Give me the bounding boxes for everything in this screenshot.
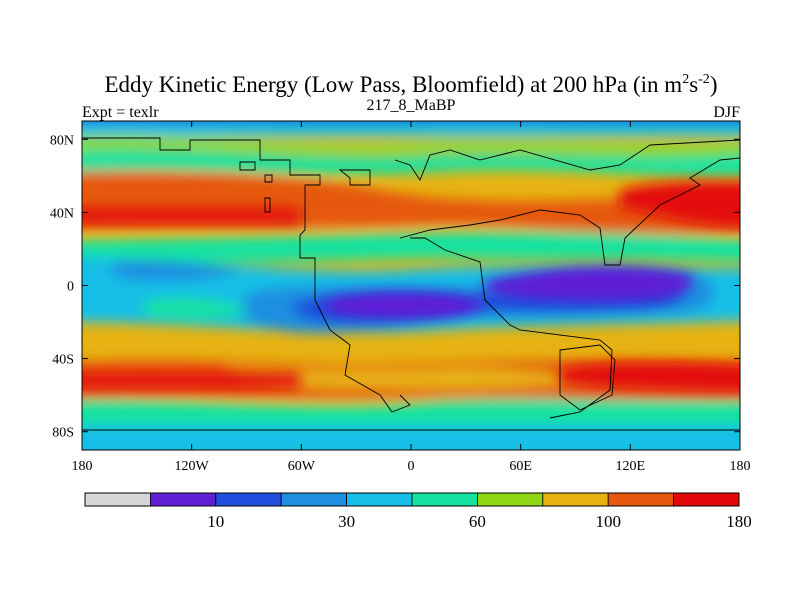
colorbar-label: 180	[726, 512, 752, 531]
antarctic-cyan-band	[82, 420, 740, 450]
tropical-violet-core-west	[321, 292, 482, 319]
colorbar-swatch	[84, 492, 151, 507]
x-tick-label: 0	[408, 459, 415, 474]
north-east-red-core	[620, 180, 740, 228]
x-tick-label: 60E	[509, 459, 532, 474]
x-tick-label: 180	[730, 459, 751, 474]
subtitle-right: DJF	[713, 104, 740, 121]
contour-field	[82, 121, 740, 450]
colorbar-label: 60	[469, 512, 486, 531]
title-sup-2: -2	[698, 72, 710, 87]
southern-storm-track-band	[82, 373, 300, 388]
title-mid: s	[689, 72, 698, 97]
x-tick-label: 120W	[175, 459, 210, 474]
title-sup-1: 2	[682, 72, 689, 87]
colorbar-swatch	[280, 492, 348, 507]
colorbar-swatch	[149, 492, 217, 507]
tropical-green-band	[82, 231, 740, 264]
colorbar-swatch	[411, 492, 478, 507]
coastline-greenland	[338, 169, 371, 186]
south-east-red-core	[560, 362, 740, 392]
coastline-australia	[559, 344, 616, 411]
field-band-group	[82, 208, 482, 388]
subtitle-left: Expt = texlr	[82, 104, 159, 121]
colorbar-label: 100	[595, 512, 621, 531]
coastline-north-america	[82, 137, 411, 413]
y-tick-label: 40S	[52, 353, 74, 368]
y-tick-label: 80N	[50, 133, 74, 148]
colorbar-swatch	[476, 492, 544, 507]
title-main: Eddy Kinetic Energy (Low Pass, Bloomfiel…	[105, 72, 683, 97]
colorbar-label: 30	[338, 512, 355, 531]
coastline-eurasia	[394, 139, 740, 266]
coastlines	[82, 137, 740, 431]
northern-storm-track-band	[82, 208, 300, 224]
chart-title: Eddy Kinetic Energy (Low Pass, Bloomfiel…	[105, 72, 718, 97]
y-tick-label: 0	[67, 280, 74, 295]
tropical-violet-core-east	[484, 266, 693, 301]
arctic-cyan-band	[82, 122, 740, 136]
colorbar: 10 30 60 100 180	[84, 492, 752, 531]
colorbar-swatch	[673, 492, 740, 507]
antarctic-green-band	[82, 398, 740, 425]
coastline-islands	[239, 161, 273, 213]
map-frame: 180 120W 60W 0 60E 120E 180 80N 40N 0 40S 80S	[50, 120, 751, 474]
y-tick-label: 40N	[50, 206, 74, 221]
south-yellow-core	[220, 368, 600, 389]
colorbar-label: 10	[207, 512, 224, 531]
subtitle-center: 217_8_MaBP	[367, 97, 456, 114]
colorbar-swatch	[346, 492, 413, 507]
colorbar-swatch	[215, 492, 282, 507]
x-tick-label: 60W	[288, 459, 316, 474]
x-tick-label: 120E	[616, 459, 646, 474]
coastline-africa	[410, 237, 613, 419]
x-tick-label: 180	[72, 459, 93, 474]
colorbar-swatch	[607, 492, 675, 507]
title-close: )	[710, 72, 718, 97]
y-tick-label: 80S	[52, 426, 74, 441]
colorbar-swatch	[542, 492, 609, 507]
